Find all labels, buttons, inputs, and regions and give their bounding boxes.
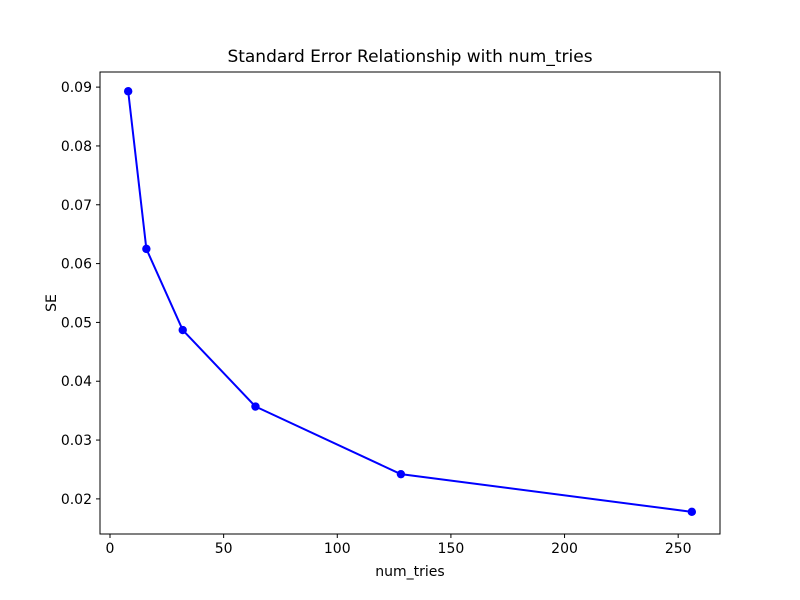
chart-title: Standard Error Relationship with num_tri… (227, 47, 592, 67)
y-tick-label: 0.03 (61, 433, 92, 449)
x-tick-label: 100 (324, 541, 351, 557)
series-line (127, 91, 692, 513)
y-tick-label: 0.05 (61, 315, 92, 331)
data-point-marker (687, 507, 697, 517)
data-point-marker (251, 402, 260, 411)
y-tick-label: 0.04 (61, 374, 92, 390)
y-axis-label: SE (44, 294, 60, 312)
plot-area: 0 50 100 150 200 250 0.02 0.03 0.04 0.05 0.06 0.07 0… (61, 71, 721, 557)
y-tick-label: 0.02 (61, 492, 92, 508)
x-tick-label: 200 (551, 541, 578, 557)
x-tick-label: 0 (106, 541, 115, 557)
axes-frame (99, 71, 721, 535)
data-point-marker (178, 325, 187, 335)
data-point-marker (396, 469, 406, 479)
y-tick-label: 0.09 (61, 80, 92, 96)
x-tick-label: 250 (665, 541, 692, 557)
x-tick-label: 50 (215, 541, 233, 557)
data-point-marker (123, 87, 133, 96)
y-tick-label: 0.08 (61, 139, 92, 155)
x-tick-label: 150 (438, 541, 465, 557)
y-tick-label: 0.07 (61, 198, 92, 214)
data-point-marker (142, 244, 151, 254)
y-tick-label: 0.06 (61, 257, 92, 273)
x-axis-label: num_tries (375, 564, 444, 580)
